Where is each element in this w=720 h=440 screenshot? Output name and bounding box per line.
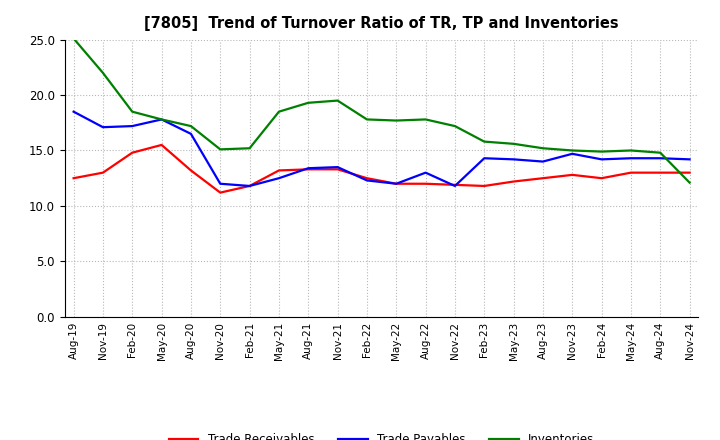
- Trade Receivables: [157, 142, 166, 147]
- Trade Receivables: [685, 170, 694, 175]
- Legend: Trade Receivables, Trade Payables, Inventories: Trade Receivables, Trade Payables, Inven…: [164, 428, 599, 440]
- Trade Payables: [333, 165, 342, 170]
- Trade Receivables: [99, 170, 107, 175]
- Trade Receivables: [333, 167, 342, 172]
- Inventories: [656, 150, 665, 155]
- Trade Payables: [509, 157, 518, 162]
- Inventories: [363, 117, 372, 122]
- Trade Receivables: [216, 190, 225, 195]
- Inventories: [539, 146, 547, 151]
- Trade Receivables: [480, 183, 489, 189]
- Trade Receivables: [69, 176, 78, 181]
- Trade Receivables: [274, 168, 283, 173]
- Inventories: [274, 109, 283, 114]
- Inventories: [157, 117, 166, 122]
- Trade Payables: [568, 151, 577, 157]
- Trade Receivables: [509, 179, 518, 184]
- Trade Payables: [99, 125, 107, 130]
- Trade Payables: [246, 183, 254, 189]
- Inventories: [451, 124, 459, 129]
- Trade Receivables: [246, 183, 254, 189]
- Inventories: [509, 141, 518, 147]
- Inventories: [69, 36, 78, 41]
- Inventories: [480, 139, 489, 144]
- Trade Payables: [392, 181, 400, 187]
- Trade Payables: [304, 165, 312, 171]
- Trade Receivables: [656, 170, 665, 175]
- Inventories: [186, 124, 195, 129]
- Trade Receivables: [363, 176, 372, 181]
- Trade Payables: [626, 156, 635, 161]
- Trade Payables: [421, 170, 430, 175]
- Trade Receivables: [568, 172, 577, 177]
- Trade Receivables: [304, 167, 312, 172]
- Trade Receivables: [186, 168, 195, 173]
- Trade Payables: [69, 109, 78, 114]
- Trade Payables: [480, 156, 489, 161]
- Inventories: [246, 146, 254, 151]
- Inventories: [99, 70, 107, 76]
- Title: [7805]  Trend of Turnover Ratio of TR, TP and Inventories: [7805] Trend of Turnover Ratio of TR, TP…: [144, 16, 619, 32]
- Trade Payables: [656, 156, 665, 161]
- Inventories: [216, 147, 225, 152]
- Line: Trade Payables: Trade Payables: [73, 112, 690, 186]
- Trade Receivables: [626, 170, 635, 175]
- Trade Payables: [216, 181, 225, 187]
- Inventories: [598, 149, 606, 154]
- Trade Payables: [685, 157, 694, 162]
- Trade Receivables: [539, 176, 547, 181]
- Inventories: [626, 148, 635, 153]
- Trade Receivables: [128, 150, 137, 155]
- Trade Payables: [128, 124, 137, 129]
- Trade Receivables: [598, 176, 606, 181]
- Line: Trade Receivables: Trade Receivables: [73, 145, 690, 193]
- Trade Receivables: [392, 181, 400, 187]
- Inventories: [568, 148, 577, 153]
- Trade Payables: [539, 159, 547, 164]
- Trade Payables: [598, 157, 606, 162]
- Trade Payables: [451, 183, 459, 189]
- Inventories: [304, 100, 312, 106]
- Inventories: [333, 98, 342, 103]
- Trade Receivables: [421, 181, 430, 187]
- Inventories: [128, 109, 137, 114]
- Trade Payables: [157, 117, 166, 122]
- Trade Payables: [186, 131, 195, 136]
- Line: Inventories: Inventories: [73, 38, 690, 183]
- Trade Payables: [363, 178, 372, 183]
- Trade Payables: [274, 176, 283, 181]
- Trade Receivables: [451, 182, 459, 187]
- Inventories: [392, 118, 400, 123]
- Inventories: [685, 180, 694, 185]
- Inventories: [421, 117, 430, 122]
